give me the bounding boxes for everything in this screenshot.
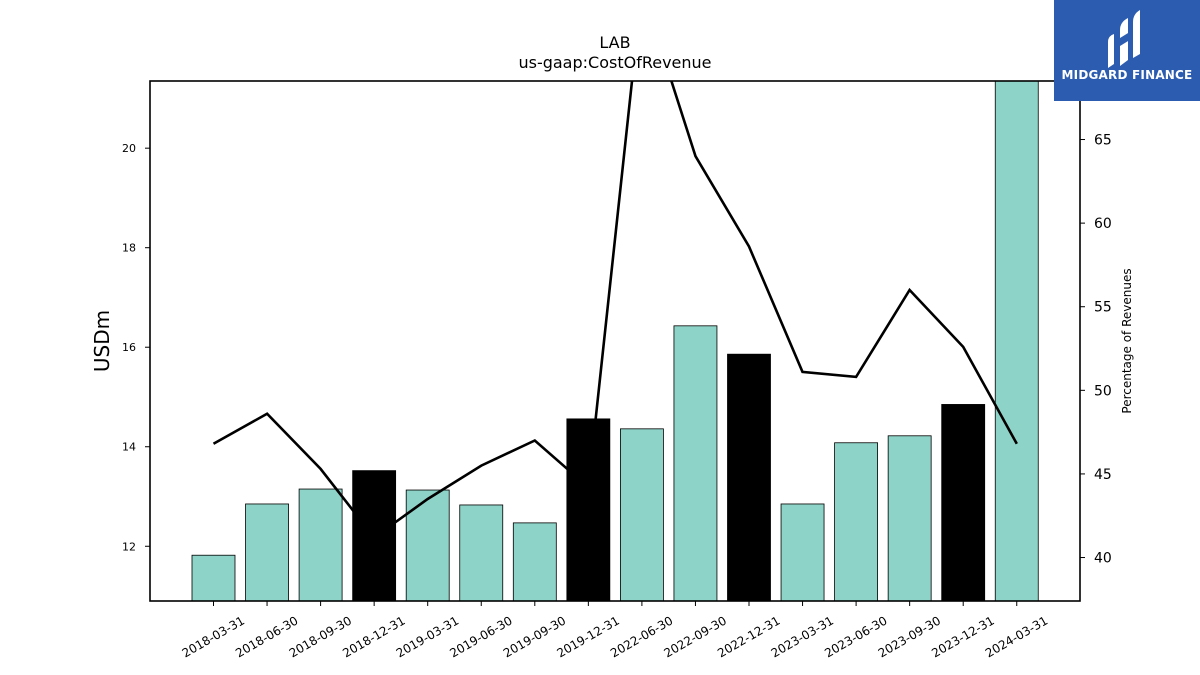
left-axis: 12 14 16 18 20	[122, 142, 150, 553]
bar	[780, 503, 825, 601]
midgard-logo-icon	[1108, 10, 1140, 68]
x-axis: 2018-03-312018-06-302018-09-302018-12-31…	[180, 601, 1050, 660]
bar	[512, 522, 557, 601]
line-series	[212, 81, 1018, 540]
right-axis: 40 45 50 55 60 65	[1080, 133, 1112, 567]
bar	[459, 504, 504, 601]
y-tick-label: 14	[122, 441, 136, 454]
bar	[620, 428, 664, 601]
y2-axis-label: Percentage of Revenues	[1120, 268, 1134, 413]
y-axis-label: USDm	[90, 310, 114, 372]
logo-text: MIDGARD FINANCE	[1061, 68, 1193, 82]
y-tick-label: 16	[122, 341, 136, 354]
bar	[941, 404, 986, 601]
bar	[727, 353, 771, 601]
bar	[245, 503, 289, 601]
plot-frame	[149, 80, 1081, 602]
bar-series	[191, 81, 1039, 601]
bar	[405, 489, 450, 601]
y2-tick-label: 40	[1094, 551, 1112, 567]
brand-logo: MIDGARD FINANCE	[1054, 0, 1200, 101]
y-tick-label: 18	[122, 242, 136, 255]
y-tick-label: 12	[122, 540, 136, 553]
bar	[298, 488, 343, 601]
bar	[994, 81, 1039, 601]
y2-tick-label: 55	[1094, 300, 1112, 316]
y2-tick-label: 60	[1094, 216, 1112, 232]
y-tick-label: 20	[122, 142, 136, 155]
line-path	[212, 81, 1018, 540]
chart-title: LAB	[599, 33, 630, 52]
bar	[887, 435, 932, 601]
y2-tick-label: 45	[1094, 467, 1112, 483]
y2-tick-label: 50	[1094, 383, 1112, 399]
bar	[673, 325, 718, 601]
chart-subtitle: us-gaap:CostOfRevenue	[518, 53, 711, 72]
y2-tick-label: 65	[1094, 133, 1112, 149]
bar	[191, 554, 236, 601]
bar	[834, 442, 878, 601]
bar	[566, 418, 611, 601]
